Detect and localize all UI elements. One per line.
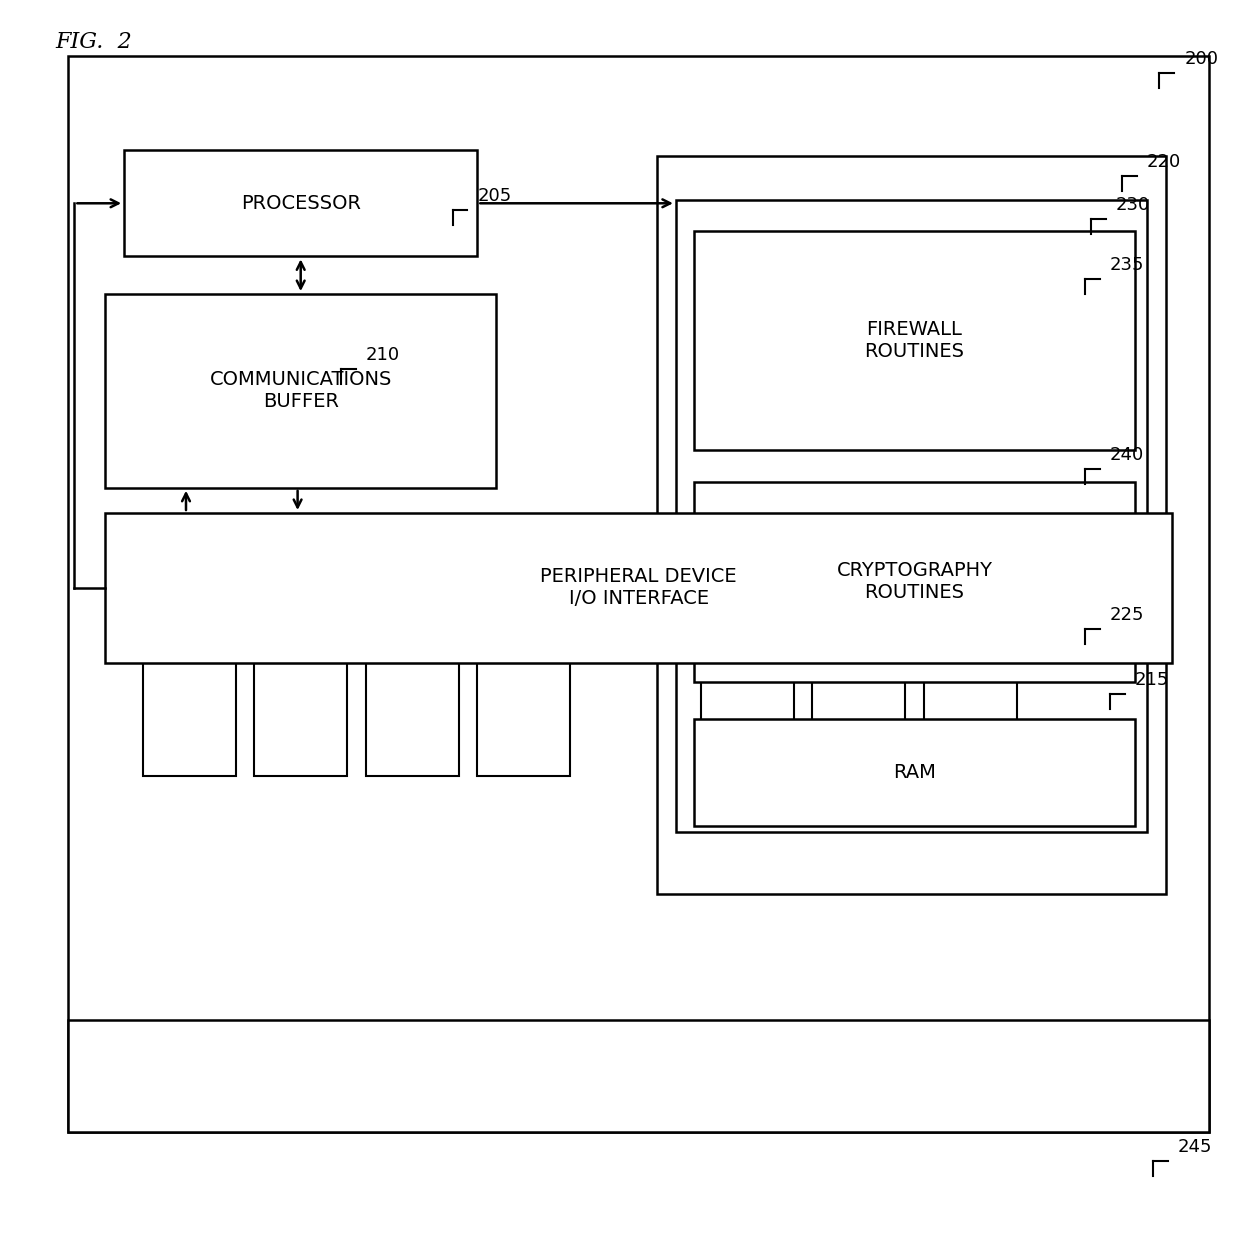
Text: 245: 245 <box>1178 1138 1213 1156</box>
Bar <box>477 663 570 776</box>
Bar <box>124 150 477 256</box>
Bar <box>676 200 1147 832</box>
Bar <box>366 663 459 776</box>
Text: 215: 215 <box>1135 672 1169 689</box>
Bar <box>701 663 794 776</box>
Text: RAM: RAM <box>893 763 936 782</box>
Bar <box>694 719 1135 826</box>
Text: 200: 200 <box>1184 50 1218 68</box>
Bar <box>68 56 1209 1132</box>
Bar <box>254 663 347 776</box>
Bar <box>694 231 1135 450</box>
Text: 235: 235 <box>1110 256 1145 274</box>
Bar <box>657 156 1166 894</box>
Text: 225: 225 <box>1110 607 1145 624</box>
Text: PERIPHERAL DEVICE
I/O INTERFACE: PERIPHERAL DEVICE I/O INTERFACE <box>541 568 737 608</box>
Text: 230: 230 <box>1116 196 1151 214</box>
Text: COMMUNICATIONS
BUFFER: COMMUNICATIONS BUFFER <box>210 370 392 412</box>
Text: 220: 220 <box>1147 154 1182 171</box>
Text: 210: 210 <box>366 347 401 364</box>
Bar <box>694 482 1135 682</box>
Text: 240: 240 <box>1110 447 1145 464</box>
Bar <box>924 663 1017 776</box>
Bar <box>105 294 496 488</box>
Text: 205: 205 <box>477 188 512 205</box>
Text: PROCESSOR: PROCESSOR <box>241 194 361 213</box>
Bar <box>143 663 236 776</box>
Bar <box>105 513 1172 663</box>
Text: CRYPTOGRAPHY
ROUTINES: CRYPTOGRAPHY ROUTINES <box>837 562 992 602</box>
Bar <box>68 1020 1209 1132</box>
Text: FIG.  2: FIG. 2 <box>56 31 133 54</box>
Text: FIREWALL
ROUTINES: FIREWALL ROUTINES <box>864 320 965 362</box>
Bar <box>812 663 905 776</box>
